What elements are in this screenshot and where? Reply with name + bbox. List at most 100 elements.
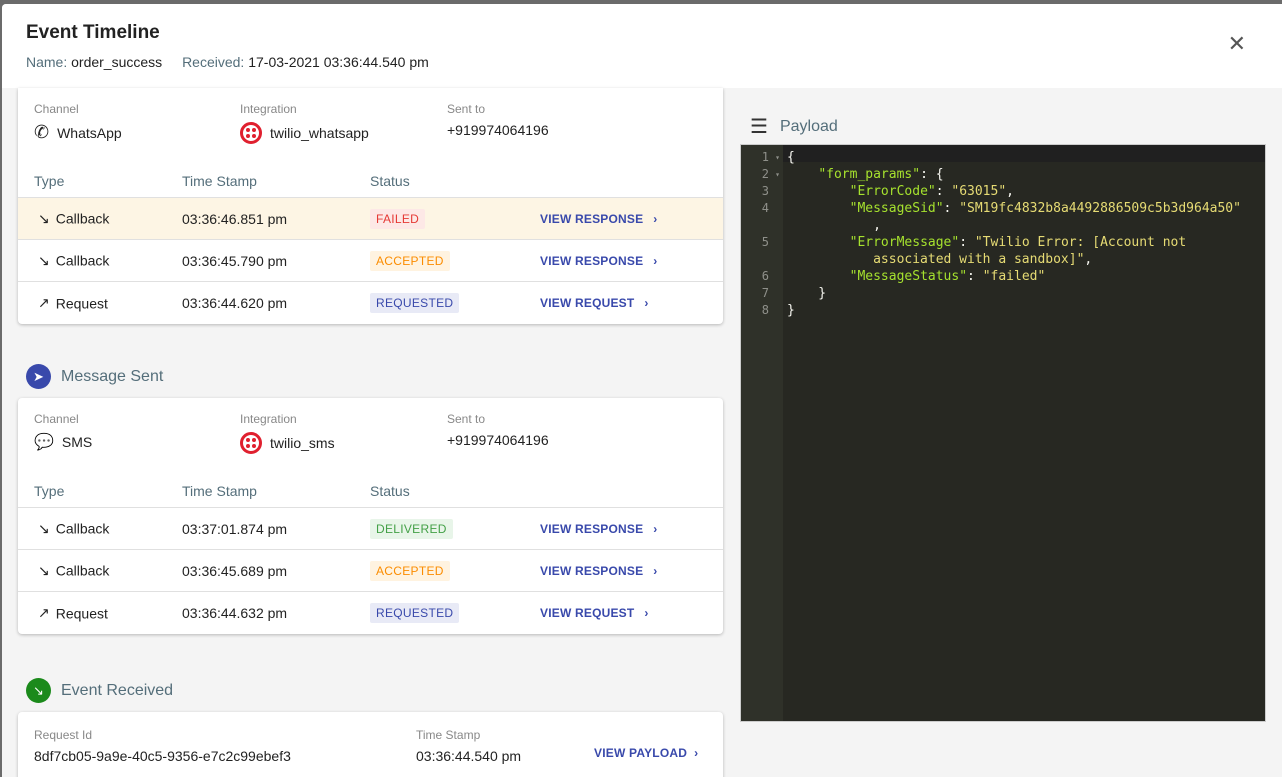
view-request-button[interactable]: VIEW REQUEST › [540,606,649,620]
view-response-button[interactable]: VIEW RESPONSE › [540,254,658,268]
line-number: 2 ▾ [761,167,780,181]
fold-arrow-icon[interactable]: ▾ [775,170,780,179]
event-table-body: ↘ Callback 03:36:46.851 pm FAILED VIEW RESPO… [18,198,723,324]
active-line [741,145,1265,162]
arrow-up-right-icon: ↗ [38,604,50,621]
view-response-button[interactable]: VIEW RESPONSE › [540,522,658,536]
sent_to-column: Sent to +919974064196 [447,412,549,448]
code-line: "form_params": { [787,166,943,183]
sent_to: +919974064196 [447,432,549,448]
whatsapp-message-card: Channel ✆ WhatsApp Integration twilio_whatsa… [18,88,723,324]
channel-value: 💬 SMS [34,432,92,452]
code-line: "MessageSid": "SM19fc4832b8a4492886509c5… [787,200,1241,217]
code-token: "SM19fc4832b8a4492886509c5b3d964a50" [959,201,1241,216]
channel-label: Channel [34,412,79,426]
timestamp-cell: 03:36:44.620 pm [182,295,288,311]
view-response-button[interactable]: VIEW RESPONSE › [540,564,658,578]
column-header: Time Stamp [182,172,257,189]
channel: SMS [61,434,93,450]
timestamp-cell: 03:36:44.632 pm [182,605,288,621]
payload-title: Payload [779,117,838,135]
event-name: order_success [71,54,163,70]
request-id-label: Request Id [34,728,93,742]
view-request-button[interactable]: VIEW REQUEST › [540,296,649,310]
action-label: VIEW RESPONSE [540,563,644,578]
action-label: VIEW RESPONSE [540,521,644,536]
code-token [787,167,818,182]
twilio-icon [240,432,262,454]
timestamp-cell: 03:36:45.689 pm [182,562,288,579]
status-badge: REQUESTED [370,293,460,313]
timestamp-cell: 03:36:45.790 pm [182,252,288,269]
chevron-right-icon: › [644,606,649,620]
type-label: Request [55,605,108,621]
timestamp: 03:36:44.540 pm [416,748,522,764]
status-badge: ACCEPTED [370,560,450,581]
modal-title: Event Timeline [26,22,160,43]
timestamp-label: Time Stamp [416,728,481,742]
arrow-down-right-icon: ↘ [38,562,50,578]
code-token [787,235,850,250]
code-token: : [967,269,983,284]
view-response-button[interactable]: VIEW RESPONSE › [540,212,658,226]
close-icon[interactable]: ✕ [1227,31,1246,56]
code-token: : [935,184,952,199]
integration-value: twilio_sms [240,432,335,454]
table-row: ↗ Request 03:36:44.632 pm REQUESTED VIEW REQ… [18,592,723,634]
sent_to-label: Sent to [447,412,486,426]
code-token: , [1006,184,1014,199]
payload-code-editor[interactable]: 1 ▾ 2 ▾ 3 4 5 6 7 8 { "form_params": { "ErrorCode… [740,144,1266,722]
code-token: : [959,235,975,250]
twilio-icon [240,122,262,144]
payload-header: ☰ Payload [750,114,838,139]
type-cell: ↘ Callback [38,210,109,227]
event-timeline-modal: Event Timeline Name: order_success Recei… [2,4,1282,777]
type-label: Callback [55,562,110,579]
code-line: associated with a sandbox]", [787,251,1092,268]
chevron-right-icon: › [653,253,658,268]
status-badge: FAILED [370,208,426,229]
column-header: Type [34,172,65,189]
channel-info: Channel 💬 SMS Integration twilio_sms Sent to +… [18,398,723,474]
editor-gutter: 1 ▾ 2 ▾ 3 4 5 6 7 8 [741,145,783,721]
sent_to-value: +919974064196 [447,122,549,138]
arrow-down-right-icon: ↘ [38,252,50,268]
column-header: Status [370,172,410,189]
code-token: "ErrorMessage" [849,235,960,250]
type-cell: ↘ Callback [38,252,109,269]
column-header: Time Stamp [182,482,257,499]
request-id: 8df7cb05-9a9e-40c5-9356-e7c2c99ebef3 [34,748,291,764]
code-token: "ErrorCode" [849,184,936,199]
table-row: ↘ Callback 03:37:01.874 pm DELIVERED VIEW RE… [18,508,723,550]
modal-header: Event Timeline Name: order_success Recei… [2,4,1282,88]
code-token: "MessageStatus" [849,269,968,284]
action-label: VIEW REQUEST [540,606,635,620]
code-line: } [787,285,826,302]
column-header: Status [370,482,410,499]
integration-value: twilio_whatsapp [240,122,369,144]
channel-column: Channel 💬 SMS [34,412,92,452]
section-title: Message Sent [61,367,164,385]
line-number: 5 [761,235,769,249]
code-token [787,184,850,199]
view-payload-button[interactable]: VIEW PAYLOAD › [594,746,699,760]
sent_to-column: Sent to +919974064196 [447,102,549,138]
name-label: Name: [26,54,68,70]
code-line: { [787,149,795,166]
section-event-received: ↘ Event Received [26,678,173,703]
code-token [787,269,850,284]
code-token: "failed" [982,269,1046,284]
column-header: Type [34,482,65,499]
code-token: , [787,218,881,233]
channel-column: Channel ✆ WhatsApp [34,102,122,143]
integration-column: Integration twilio_whatsapp [240,102,369,144]
fold-arrow-icon[interactable]: ▾ [775,153,780,162]
code-token: } [787,286,827,301]
integration: twilio_sms [270,435,335,451]
send-icon: ➤ [26,364,51,389]
channel: WhatsApp [57,124,122,141]
chevron-right-icon: › [653,521,658,536]
code-line: "ErrorCode": "63015", [787,183,1014,200]
type-label: Request [55,295,108,311]
action-label: VIEW RESPONSE [540,253,644,268]
